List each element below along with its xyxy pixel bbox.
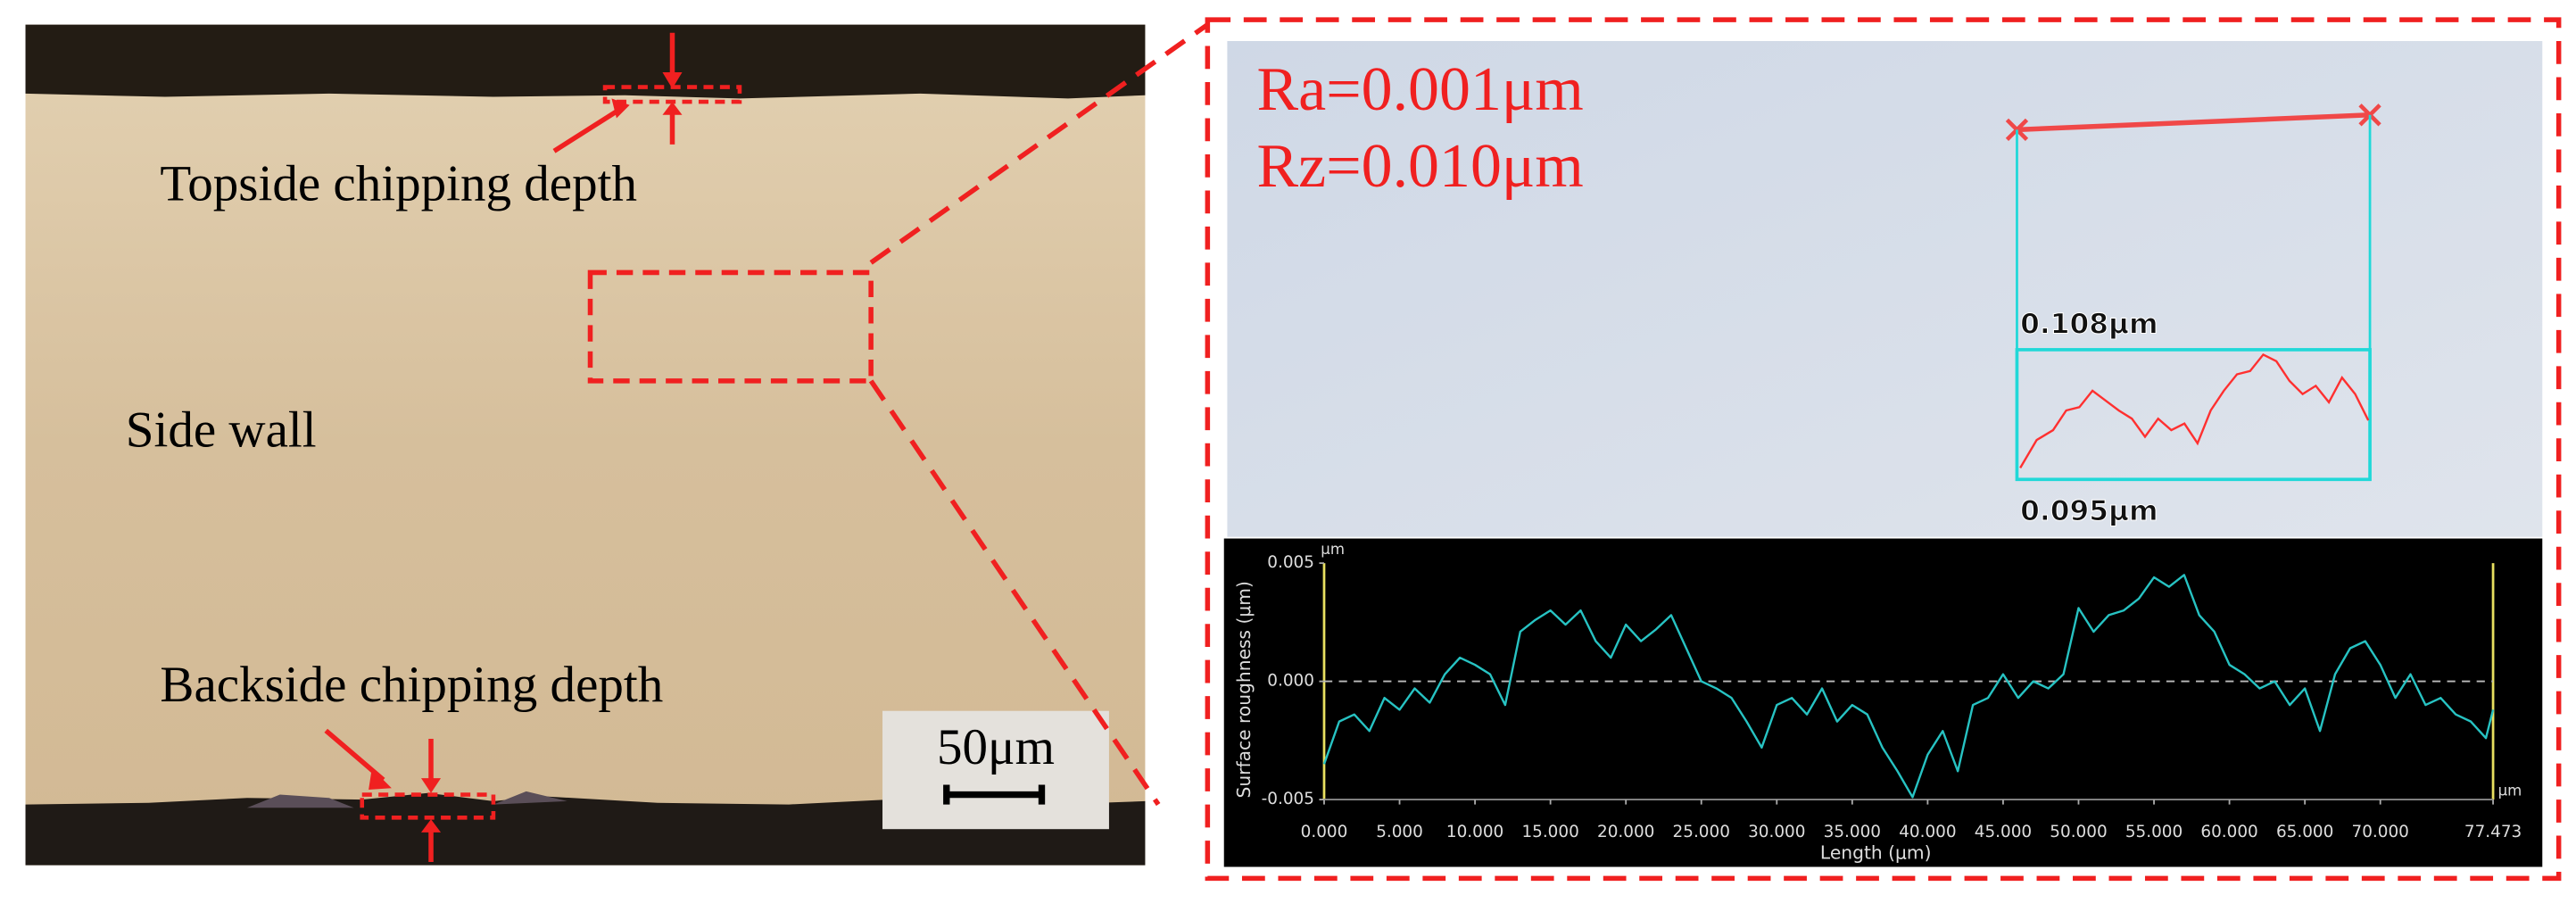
x-tick-label: 70.000 — [2352, 823, 2409, 841]
x-tick-label: 35.000 — [1824, 823, 1881, 841]
x-tick-label: 50.000 — [2050, 823, 2107, 841]
inset-image — [1227, 41, 2543, 537]
label: Backside chipping depth — [160, 657, 663, 713]
scale-bar — [943, 784, 1046, 805]
chart: 0.005 0.000 -0.005 0.000 5.000 10.000 15.000 20… — [1233, 541, 2522, 863]
x-tick-label: 65.000 — [2276, 823, 2333, 841]
x-tick-label: 40.000 — [1899, 823, 1956, 841]
rz-label: Rz=0.010μm — [1257, 132, 1584, 201]
x-tick-label: 60.000 — [2200, 823, 2257, 841]
x-tick-label: 25.000 — [1673, 823, 1730, 841]
chipping — [246, 791, 567, 808]
scale-bar-box — [882, 710, 1109, 830]
x-tick-label: 30.000 — [1748, 823, 1805, 841]
profile-min: 0.095μm — [2020, 495, 2158, 527]
y-axis-label: Surface roughness (μm) — [1233, 581, 1255, 798]
x-tick-label: 15.000 — [1521, 823, 1578, 841]
label: Topside chipping depth — [160, 156, 637, 212]
x-unit: μm — [2498, 782, 2522, 799]
profile-max: 0.108μm — [2020, 308, 2158, 340]
scale-bar-label: 50μm — [937, 719, 1055, 775]
x-tick-label: 5.000 — [1376, 823, 1423, 841]
y-unit: μm — [1321, 541, 1345, 558]
y-tick-label: -0.005 — [1262, 790, 1314, 808]
x-tick-label: 45.000 — [1975, 823, 2032, 841]
label: Side wall — [126, 402, 317, 459]
x-tick-label: 77.473 — [2464, 823, 2522, 841]
x-tick-label: 55.000 — [2125, 823, 2183, 841]
measure-line — [2005, 104, 2381, 482]
top-edge — [25, 24, 1146, 99]
x-axis-label: Length (μm) — [1820, 841, 1932, 863]
x-tick-label: 10.000 — [1446, 823, 1503, 841]
ra-label: Ra=0.001μm — [1257, 55, 1584, 124]
y-tick-label: 0.000 — [1267, 672, 1314, 691]
line — [1322, 574, 2495, 799]
bottom-edge — [25, 792, 1146, 866]
y-tick-label: 0.005 — [1267, 553, 1314, 572]
x-tick-label: 20.000 — [1597, 823, 1654, 841]
chart-background — [1223, 538, 2543, 867]
x-tick-label: 0.000 — [1301, 823, 1348, 841]
